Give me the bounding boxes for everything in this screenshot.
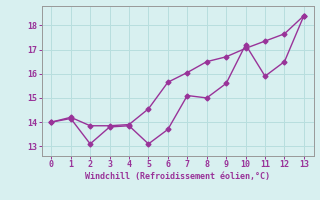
X-axis label: Windchill (Refroidissement éolien,°C): Windchill (Refroidissement éolien,°C)	[85, 172, 270, 181]
